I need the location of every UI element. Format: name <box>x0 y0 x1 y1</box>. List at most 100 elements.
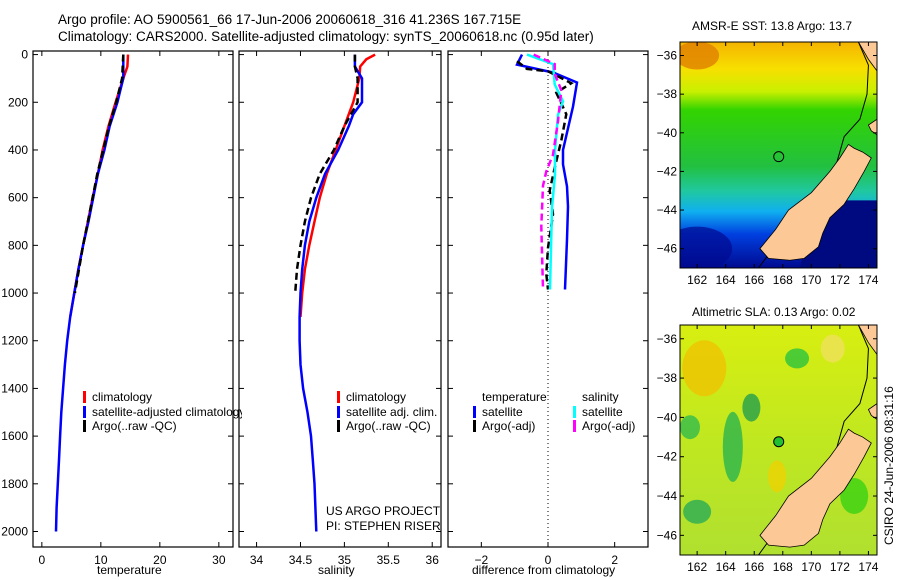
land-polygon <box>759 143 872 261</box>
difference-legend-temperature: temperature satellite Argo(-adj) <box>473 390 547 434</box>
lon-tick-label: 162 <box>687 273 707 287</box>
x-tick-label: 0 <box>545 553 552 567</box>
lon-tick-label: 162 <box>687 560 707 574</box>
legend-marker-red <box>83 391 86 404</box>
difference-xlabel: difference from climatology <box>472 563 616 577</box>
lat-tick-label: −42 <box>657 450 678 464</box>
difference-legend-salinity: salinity satellite Argo(-adj) <box>573 390 635 434</box>
land-polygon <box>857 325 877 356</box>
map-frame <box>679 324 878 556</box>
depth-tick-label: 1800 <box>1 477 28 491</box>
lat-tick-label: −36 <box>657 49 678 63</box>
lon-tick-label: 168 <box>773 560 793 574</box>
argo-float-marker <box>773 436 785 448</box>
land-polygon <box>857 42 877 72</box>
lon-tick-label: 164 <box>716 273 736 287</box>
legend-label: satellite <box>482 404 523 419</box>
lon-tick-label: 170 <box>801 273 821 287</box>
sla-anomaly-patch <box>840 478 869 515</box>
map-frame <box>679 41 878 269</box>
x-tick-label: 35.5 <box>377 553 401 567</box>
series-line-satellite-adj-clim- <box>298 54 364 532</box>
series-line-argo-raw-qc- <box>73 54 125 294</box>
map-field <box>680 42 877 268</box>
profile-panel-1 <box>238 50 442 548</box>
profile-panel-0 <box>32 50 234 548</box>
lon-tick-label: 172 <box>830 560 850 574</box>
legend-marker-blue <box>337 405 340 418</box>
legend-label: Argo(..raw -QC) <box>92 419 177 433</box>
x-tick-label: 35 <box>338 553 352 567</box>
sla-anomaly-patch <box>683 499 712 524</box>
sla-anomaly-patch <box>682 340 727 397</box>
figure-title-line1: Argo profile: AO 5900561_66 17-Jun-2006 … <box>58 12 522 27</box>
sst-map-title: AMSR-E SST: 13.8 Argo: 13.7 <box>692 19 853 33</box>
legend-label: climatology <box>346 390 407 404</box>
legend-group-title: temperature <box>482 390 547 404</box>
legend-marker-black <box>83 420 86 433</box>
land-polygon <box>759 428 872 548</box>
sla-anomaly-patch <box>768 460 787 493</box>
legend-label: satellite <box>582 404 623 419</box>
x-tick-label: 34.5 <box>289 553 313 567</box>
profile-panel-2 <box>447 50 649 548</box>
series-line-salinity-satellite <box>526 53 565 290</box>
lat-tick-label: −44 <box>657 203 678 217</box>
salinity-xlabel: salinity <box>318 563 355 577</box>
depth-tick-label: 1400 <box>1 381 28 395</box>
lon-tick-label: 166 <box>744 273 764 287</box>
csiro-timestamp: CSIRO 24-Jun-2006 08:31:16 <box>882 386 896 545</box>
series-line-salinity-argo-adj- <box>533 53 563 290</box>
salinity-legend: climatology satellite adj. clim. Argo(..… <box>337 390 437 434</box>
sst-cold-patch <box>680 226 733 268</box>
depth-tick-label: 1600 <box>1 429 28 443</box>
depth-tick-label: 0 <box>21 48 28 62</box>
depth-tick-label: 800 <box>8 238 28 252</box>
lon-tick-label: 164 <box>716 560 736 574</box>
series-line-argo-raw-qc- <box>293 54 359 294</box>
project-name: US ARGO PROJECT <box>326 504 441 518</box>
lat-tick-label: −46 <box>657 242 678 256</box>
argo-float-marker <box>773 151 785 163</box>
lon-tick-label: 172 <box>830 273 850 287</box>
x-tick-label: 36 <box>426 553 440 567</box>
depth-tick-label: 2000 <box>1 525 28 539</box>
land-polygon <box>867 403 877 420</box>
legend-marker-blue <box>83 405 86 418</box>
depth-tick-label: 1200 <box>1 334 28 348</box>
x-tick-label: 2 <box>611 553 618 567</box>
axes-frame <box>238 50 442 548</box>
lat-tick-label: −38 <box>657 371 678 385</box>
lat-tick-label: −42 <box>657 164 678 178</box>
lon-tick-label: 174 <box>858 560 878 574</box>
legend-label: Argo(..raw -QC) <box>346 419 431 433</box>
legend-marker-blue <box>473 405 476 418</box>
x-tick-label: −2 <box>474 553 488 567</box>
lon-tick-label: 174 <box>858 273 878 287</box>
x-tick-label: 34 <box>250 553 264 567</box>
legend-marker-cyan <box>573 405 576 418</box>
depth-tick-label: 400 <box>8 143 28 157</box>
lon-tick-label: 170 <box>801 560 821 574</box>
sst-warm-patch <box>680 42 720 70</box>
x-tick-label: 30 <box>212 553 226 567</box>
lon-tick-label: 166 <box>744 560 764 574</box>
sla-anomaly-patch <box>785 348 810 369</box>
project-pi: PI: STEPHEN RISER <box>326 519 441 533</box>
lat-tick-label: −36 <box>657 332 678 346</box>
x-tick-label: 0 <box>39 553 46 567</box>
x-tick-label: 20 <box>153 553 167 567</box>
legend-label: satellite-adjusted climatology <box>92 404 242 419</box>
depth-tick-label: 600 <box>8 191 28 205</box>
series-line-satellite-adjusted-climatology <box>54 54 125 532</box>
sla-anomaly-patch <box>722 411 743 482</box>
project-annotation: US ARGO PROJECT PI: STEPHEN RISER <box>326 504 441 534</box>
sla-anomaly-patch <box>820 334 845 363</box>
lat-tick-label: −44 <box>657 489 678 503</box>
temperature-legend: climatology satellite-adjusted climatolo… <box>83 390 242 434</box>
axes-frame <box>32 50 234 548</box>
lat-tick-label: −40 <box>657 126 678 140</box>
land-polygon <box>867 118 877 136</box>
legend-label: Argo(-adj) <box>482 419 536 433</box>
